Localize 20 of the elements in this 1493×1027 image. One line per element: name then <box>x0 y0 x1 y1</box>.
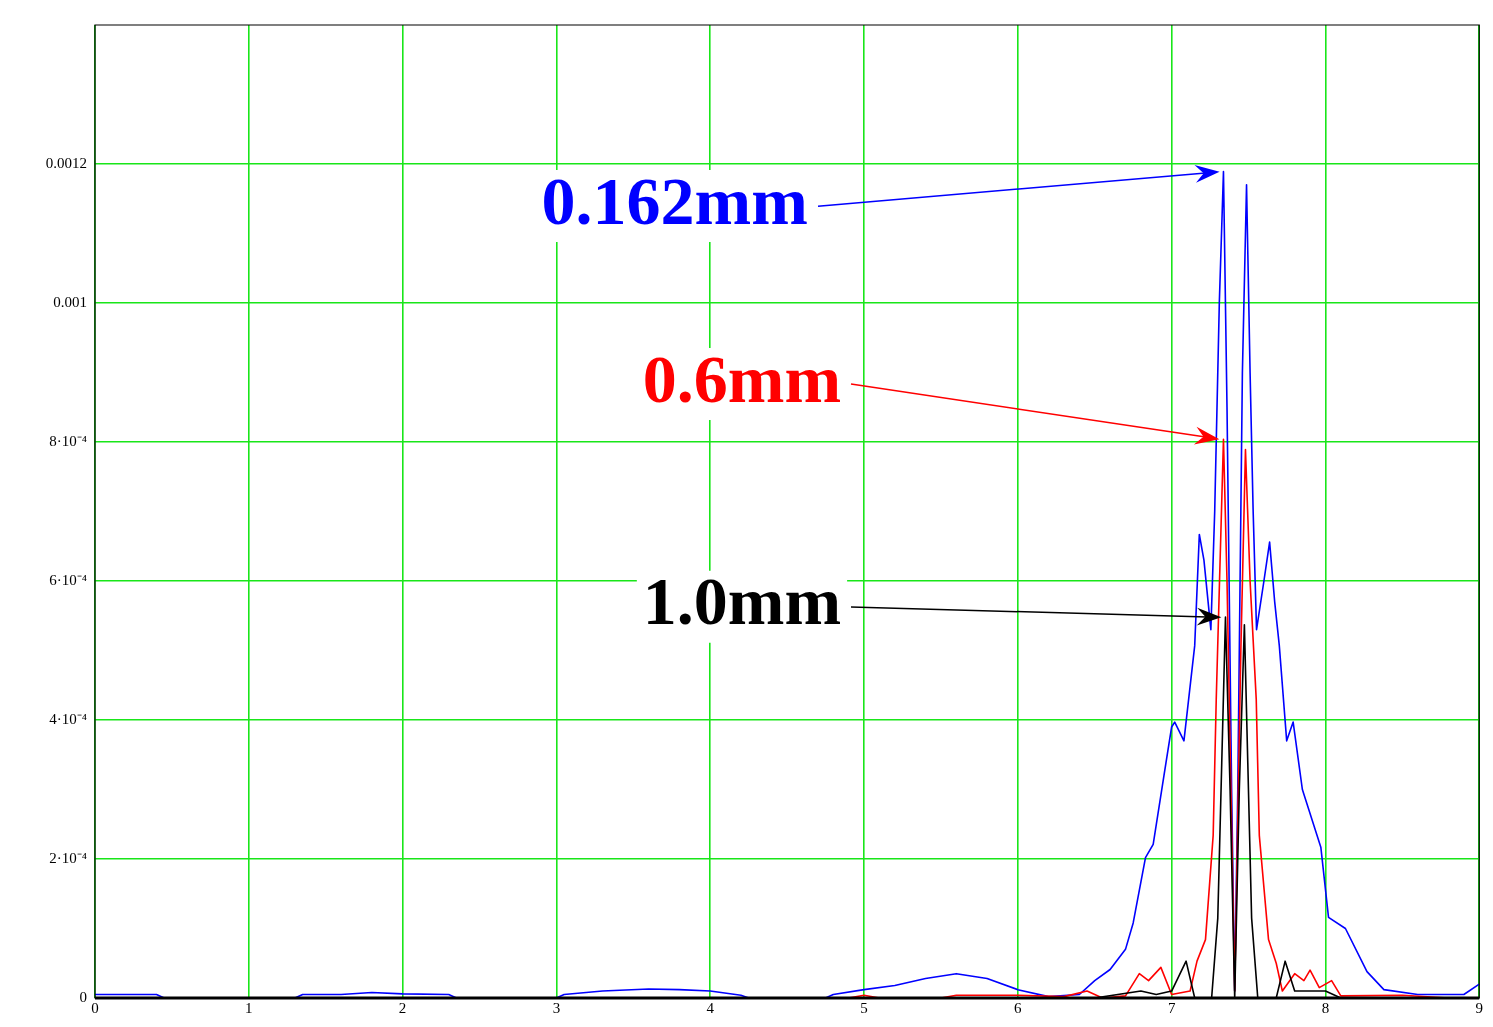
x-tick-label: 4 <box>706 999 715 1016</box>
x-tick-label: 6 <box>1014 999 1023 1016</box>
x-tick-label: 2 <box>398 999 407 1016</box>
y-tick-label: 2·10⁻⁴ <box>49 849 87 866</box>
y-tick-label: 0.0012 <box>45 154 87 171</box>
y-tick-label: 0 <box>79 988 87 1005</box>
y-tick-label: 0.001 <box>53 293 87 310</box>
y-tick-label: 4·10⁻⁴ <box>49 710 87 727</box>
x-tick-label: 9 <box>1475 999 1483 1016</box>
x-tick-label: 1 <box>245 999 253 1016</box>
y-tick-label: 8·10⁻⁴ <box>49 432 87 449</box>
text: 0.6mm <box>642 340 842 417</box>
text: 1.0mm <box>642 563 842 640</box>
x-tick-label: 7 <box>1167 999 1176 1016</box>
x-tick-label: 3 <box>552 999 561 1016</box>
x-tick-label: 0 <box>91 999 99 1016</box>
x-tick-label: 5 <box>860 999 868 1016</box>
text: 0.162mm <box>541 162 808 239</box>
x-tick-label: 8 <box>1321 999 1330 1016</box>
y-tick-label: 6·10⁻⁴ <box>49 571 87 588</box>
